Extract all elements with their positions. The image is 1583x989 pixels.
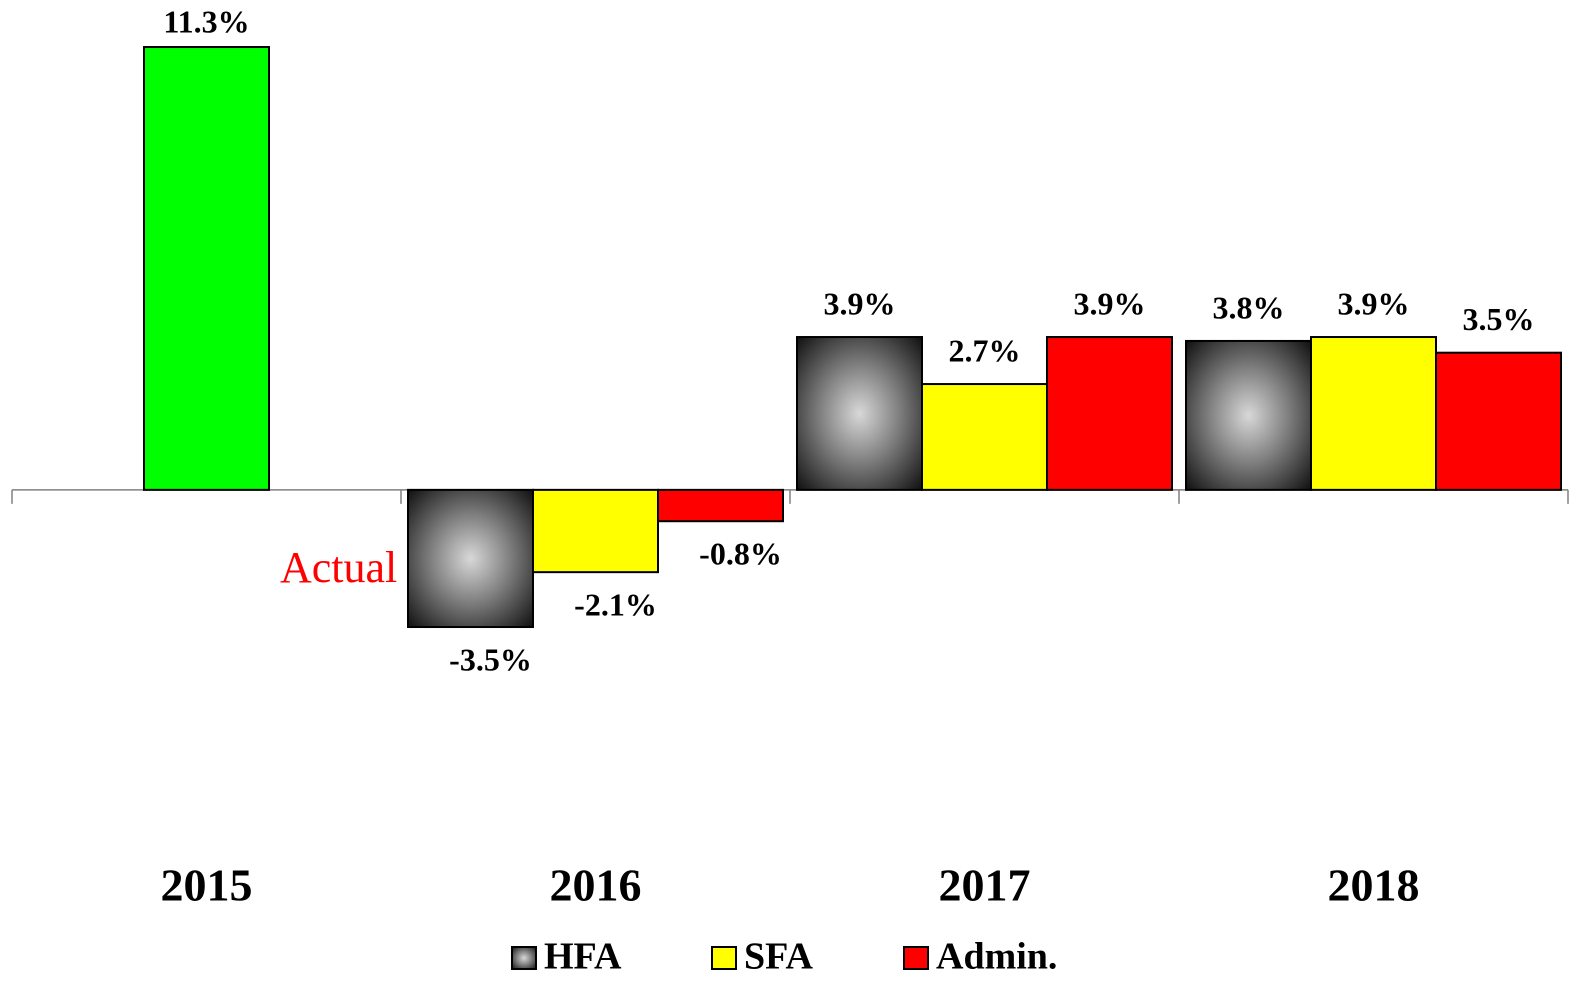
data-label: -0.8% xyxy=(699,536,782,572)
bar xyxy=(143,46,270,491)
legend-label: SFA xyxy=(744,936,814,978)
legend-item: Admin. xyxy=(903,936,1057,978)
x-tick-label: 2017 xyxy=(939,860,1031,911)
x-tick-label: 2016 xyxy=(550,860,642,911)
bar xyxy=(1310,336,1437,491)
bar xyxy=(1046,336,1173,491)
legend-item: HFA xyxy=(511,936,622,978)
data-label: 3.5% xyxy=(1463,301,1535,337)
data-label: 3.9% xyxy=(824,285,896,321)
data-label: 11.3% xyxy=(163,3,249,39)
legend-label: Admin. xyxy=(936,936,1057,978)
bar xyxy=(796,336,923,491)
data-label: 3.8% xyxy=(1213,289,1285,325)
annotation: Actual xyxy=(280,543,397,592)
data-label: 3.9% xyxy=(1338,285,1410,321)
bar xyxy=(1185,339,1312,491)
bar xyxy=(532,488,659,574)
legend-swatch xyxy=(711,946,737,970)
legend-swatch xyxy=(511,946,537,970)
x-tick-label: 2015 xyxy=(161,860,253,911)
data-label: -2.1% xyxy=(574,587,657,623)
bar xyxy=(1435,351,1562,491)
data-label: 3.9% xyxy=(1074,285,1146,321)
legend-item: SFA xyxy=(711,936,814,978)
data-label: -3.5% xyxy=(449,641,532,677)
legend-swatch xyxy=(903,946,929,970)
bar xyxy=(407,488,534,629)
legend-label: HFA xyxy=(544,936,622,978)
bar xyxy=(921,383,1048,491)
data-label: 2.7% xyxy=(949,332,1021,368)
bar xyxy=(657,488,784,523)
x-tick-label: 2018 xyxy=(1328,860,1420,911)
